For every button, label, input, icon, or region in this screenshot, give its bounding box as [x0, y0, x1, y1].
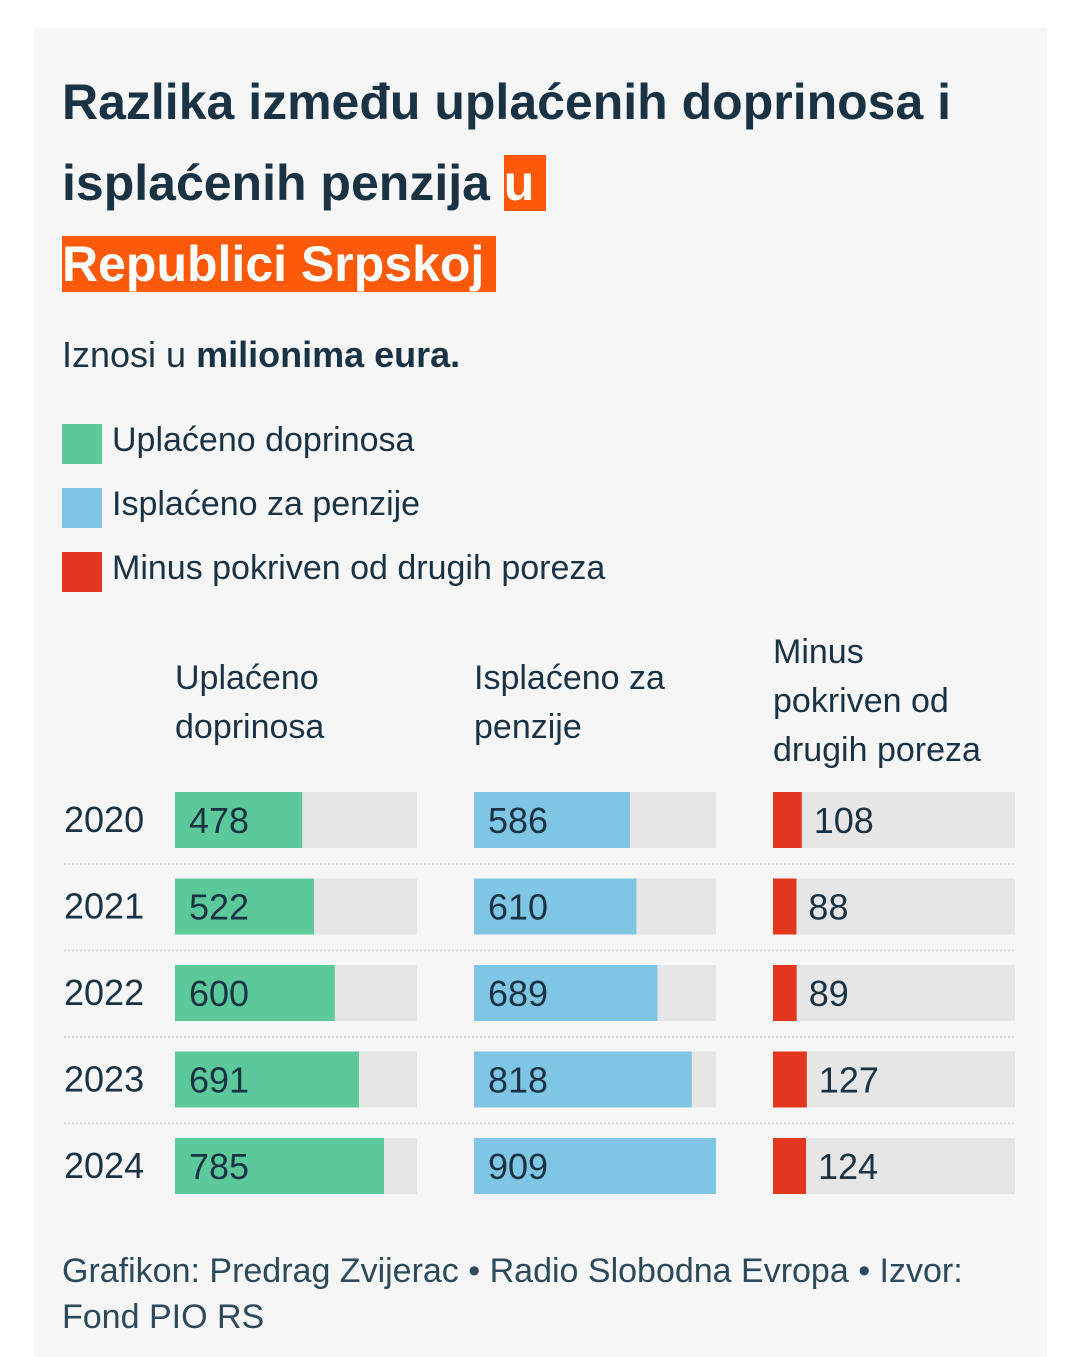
year-label: 2023 — [64, 1059, 144, 1100]
bar — [175, 878, 314, 935]
bar — [474, 1138, 716, 1194]
column-header-line: drugih poreza — [773, 731, 981, 769]
bar — [175, 965, 335, 1021]
bar — [773, 792, 802, 848]
legend-swatch-red — [62, 552, 102, 592]
year-label: 2020 — [64, 799, 144, 840]
bar — [175, 792, 303, 848]
data-label: 818 — [488, 1060, 548, 1101]
bar — [773, 1051, 807, 1108]
data-label: 88 — [808, 887, 848, 928]
data-label: 909 — [488, 1146, 548, 1187]
data-label: 108 — [814, 800, 874, 841]
bar — [773, 878, 797, 935]
bar — [474, 792, 631, 848]
bar — [474, 1051, 692, 1108]
subtitle-unit: milionima eura. — [196, 334, 461, 375]
column-header-pensions: Isplaćeno za penzije — [474, 654, 714, 752]
legend-swatch-blue — [62, 488, 102, 528]
year-label: 2022 — [64, 972, 144, 1013]
data-label: 785 — [189, 1146, 249, 1187]
bar-track — [773, 792, 1015, 848]
data-label: 124 — [818, 1146, 878, 1187]
legend-label: Minus pokriven od drugih poreza — [112, 549, 606, 587]
data-label: 610 — [488, 887, 548, 928]
title-highlight-republic: Republici Srpskoj — [62, 236, 497, 292]
bar — [175, 1138, 384, 1194]
column-header-line: Minus — [773, 633, 864, 671]
bar-track — [773, 1051, 1015, 1108]
bar — [474, 878, 637, 935]
bar — [773, 1138, 807, 1194]
data-label: 478 — [189, 800, 249, 841]
data-label: 689 — [488, 973, 548, 1014]
title-highlight-u: u — [503, 155, 547, 211]
bar — [773, 965, 797, 1021]
column-header-line: Isplaćeno za — [474, 659, 665, 697]
column-header-deficit: Minus pokriven od drugih poreza — [773, 628, 1013, 775]
column-header-line: doprinosa — [175, 708, 325, 746]
chart-title: Razlika između uplaćenih doprinosa i isp… — [62, 62, 1002, 305]
data-label: 600 — [189, 973, 249, 1014]
legend-swatch-green — [62, 424, 102, 464]
data-label: 127 — [819, 1060, 879, 1101]
bar — [175, 1051, 359, 1108]
data-label: 89 — [809, 973, 849, 1014]
column-header-line: pokriven od — [773, 682, 949, 720]
column-header-contributions: Uplaćeno doprinosa — [175, 654, 415, 752]
year-label: 2021 — [64, 886, 144, 927]
subtitle-prefix: Iznosi u — [62, 334, 197, 375]
legend-label: Isplaćeno za penzije — [112, 485, 421, 523]
bar — [474, 965, 658, 1021]
bar-track — [773, 1138, 1015, 1194]
chart-subtitle: Iznosi u milionima eura. — [62, 334, 460, 376]
data-label: 522 — [189, 887, 249, 928]
chart-footer: Grafikon: Predrag Zvijerac • Radio Slobo… — [62, 1252, 963, 1336]
data-label: 586 — [488, 800, 548, 841]
bar-track — [773, 878, 1015, 935]
year-label: 2024 — [64, 1145, 144, 1186]
title-text: Razlika između uplaćenih doprinosa i isp… — [62, 74, 952, 211]
column-header-line: Uplaćeno — [175, 659, 319, 697]
data-label: 691 — [189, 1060, 249, 1101]
bar-track — [773, 965, 1015, 1021]
column-header-line: penzije — [474, 708, 582, 746]
legend-label: Uplaćeno doprinosa — [112, 421, 415, 459]
